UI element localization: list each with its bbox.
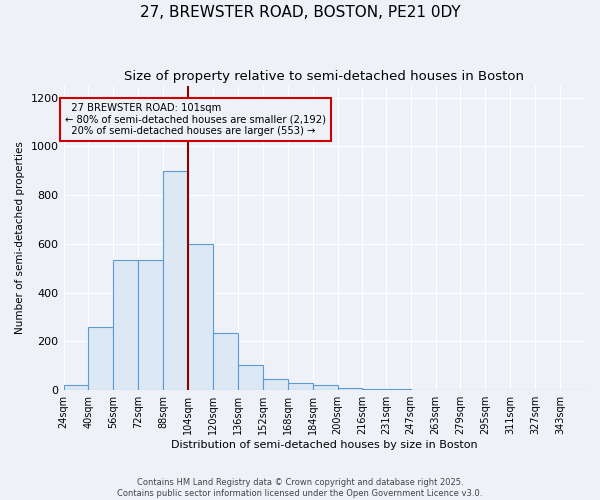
Bar [188,244,213,390]
Bar [213,333,238,390]
Bar [138,260,163,390]
Text: 27 BREWSTER ROAD: 101sqm
← 80% of semi-detached houses are smaller (2,192)
  20%: 27 BREWSTER ROAD: 101sqm ← 80% of semi-d… [65,102,326,136]
X-axis label: Distribution of semi-detached houses by size in Boston: Distribution of semi-detached houses by … [171,440,478,450]
Bar [313,386,338,390]
Bar [338,388,362,390]
Bar [64,386,88,390]
Bar [287,383,313,390]
Bar [163,171,188,390]
Title: Size of property relative to semi-detached houses in Boston: Size of property relative to semi-detach… [124,70,524,83]
Text: Contains HM Land Registry data © Crown copyright and database right 2025.
Contai: Contains HM Land Registry data © Crown c… [118,478,482,498]
Bar [113,260,138,390]
Bar [88,327,113,390]
Text: 27, BREWSTER ROAD, BOSTON, PE21 0DY: 27, BREWSTER ROAD, BOSTON, PE21 0DY [140,5,460,20]
Bar [362,389,386,390]
Bar [238,364,263,390]
Y-axis label: Number of semi-detached properties: Number of semi-detached properties [15,142,25,334]
Bar [263,379,287,390]
